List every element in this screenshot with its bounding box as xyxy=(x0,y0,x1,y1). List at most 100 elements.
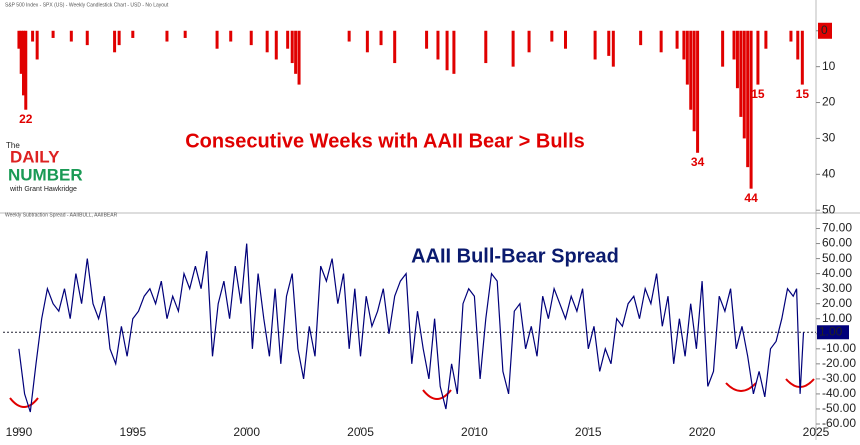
x-tick-label: 2005 xyxy=(347,425,374,439)
bar xyxy=(229,30,233,42)
bar xyxy=(35,30,39,60)
y-tick-label: 50.00 xyxy=(822,251,852,265)
bar xyxy=(290,30,294,64)
bar xyxy=(742,30,746,139)
low-arc xyxy=(9,397,39,408)
bar xyxy=(379,30,383,46)
value-label: 15 xyxy=(796,87,810,101)
x-tick-label: 2020 xyxy=(689,425,716,439)
y-tick-label: 30.00 xyxy=(822,281,852,295)
bar xyxy=(365,30,369,53)
chart-title: AAII Bull-Bear Spread xyxy=(411,245,619,267)
logo-byline: with Grant Hawkridge xyxy=(9,186,77,193)
y-tick-label: 40 xyxy=(822,166,836,180)
last-value-label: 1.00 xyxy=(819,324,843,338)
value-label: 15 xyxy=(751,87,765,101)
bar xyxy=(445,30,449,71)
bar xyxy=(732,30,736,60)
bar xyxy=(611,30,615,67)
y-tick-label: 20 xyxy=(822,95,836,109)
value-label: 22 xyxy=(19,112,33,126)
last-value-box xyxy=(818,22,832,39)
y-tick-label: 40.00 xyxy=(822,266,852,280)
x-tick-label: 2025 xyxy=(803,425,830,439)
bar xyxy=(764,30,768,49)
bar xyxy=(735,30,739,89)
bar xyxy=(527,30,531,53)
y-tick-label: 50 xyxy=(822,202,836,216)
spread-line xyxy=(18,243,805,413)
bar xyxy=(393,30,397,64)
bar xyxy=(607,30,611,56)
bar xyxy=(789,30,793,42)
bar xyxy=(800,30,804,85)
value-label: 34 xyxy=(691,155,705,169)
bar xyxy=(286,30,290,49)
bar xyxy=(131,30,135,38)
y-tick-label: -20.00 xyxy=(822,356,856,370)
bar xyxy=(739,30,743,117)
logo-the: The xyxy=(6,141,20,150)
bar xyxy=(24,30,28,110)
panel-header: Weekly Subtraction Spread - AAIIBULL, AA… xyxy=(5,212,118,218)
x-tick-label: 2000 xyxy=(233,425,260,439)
logo-number: NUMBER xyxy=(8,165,83,184)
bar xyxy=(265,30,269,53)
bar xyxy=(274,30,278,60)
bar xyxy=(550,30,554,42)
bar xyxy=(51,30,55,38)
low-arc xyxy=(422,389,452,400)
y-tick-label: 70.00 xyxy=(822,221,852,235)
bar xyxy=(297,30,301,85)
bar xyxy=(721,30,725,67)
last-value-box xyxy=(817,325,849,340)
bar xyxy=(696,30,700,153)
bar xyxy=(183,30,187,38)
last-value-label: 0 xyxy=(821,23,828,37)
bar xyxy=(593,30,597,60)
bar xyxy=(347,30,351,42)
bar xyxy=(249,30,253,46)
value-label: 44 xyxy=(744,191,758,205)
x-tick-label: 2010 xyxy=(461,425,488,439)
bar xyxy=(17,30,21,49)
bar xyxy=(113,30,117,53)
panel-header: S&P 500 Index - SPX (US) - Weekly Candle… xyxy=(5,2,169,8)
bar xyxy=(484,30,488,64)
y-tick-label: -50.00 xyxy=(822,401,856,415)
bar xyxy=(294,30,298,74)
bar xyxy=(117,30,121,46)
bar xyxy=(685,30,689,85)
chart-title: Consecutive Weeks with AAII Bear > Bulls xyxy=(185,130,585,152)
y-tick-label: -30.00 xyxy=(822,371,856,385)
bar xyxy=(682,30,686,60)
bar xyxy=(563,30,567,49)
bar xyxy=(21,30,25,96)
logo-daily: DAILY xyxy=(10,147,60,166)
bar xyxy=(639,30,643,46)
bar xyxy=(689,30,693,110)
bar xyxy=(69,30,73,42)
y-tick-label: 10.00 xyxy=(822,311,852,325)
bar xyxy=(31,30,35,42)
bar xyxy=(436,30,440,60)
bar xyxy=(756,30,760,85)
y-tick-label: 30 xyxy=(822,131,836,145)
y-tick-label: 20.00 xyxy=(822,296,852,310)
bar xyxy=(675,30,679,49)
y-tick-label: -10.00 xyxy=(822,341,856,355)
bar xyxy=(746,30,750,168)
bar xyxy=(511,30,515,67)
y-tick-label: 10 xyxy=(822,59,836,73)
bar xyxy=(452,30,456,74)
bar xyxy=(749,30,753,189)
bar xyxy=(692,30,696,132)
x-tick-label: 2015 xyxy=(575,425,602,439)
y-tick-label: -60.00 xyxy=(822,416,856,430)
x-tick-label: 1990 xyxy=(6,425,33,439)
bar xyxy=(85,30,89,46)
bar xyxy=(796,30,800,60)
bar xyxy=(215,30,219,49)
